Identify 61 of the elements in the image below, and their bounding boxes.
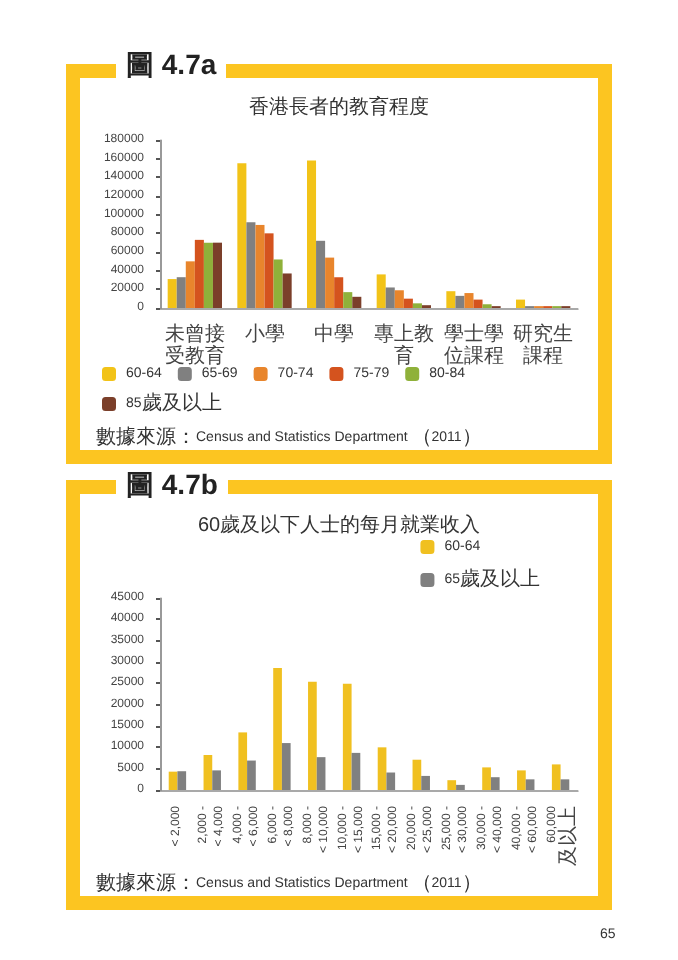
bar <box>403 298 413 308</box>
bar <box>377 747 387 790</box>
bar <box>447 780 457 790</box>
bar <box>177 771 187 790</box>
x-tick-label: 未曾接受教育 <box>164 322 225 368</box>
bar <box>203 242 213 308</box>
bar <box>394 290 404 308</box>
bar <box>316 757 326 790</box>
bar <box>307 160 317 308</box>
bar <box>212 770 221 790</box>
bar <box>246 222 256 308</box>
bar <box>517 770 526 790</box>
bar <box>282 273 292 308</box>
bar <box>385 287 395 308</box>
caption: 圖 4.7a <box>116 48 227 80</box>
bar <box>255 224 265 308</box>
bar <box>316 240 326 308</box>
bar <box>473 299 483 308</box>
bar <box>351 752 361 790</box>
bar <box>482 767 491 790</box>
x-tick-label: 研究生課程 <box>513 322 574 368</box>
bar <box>560 779 570 790</box>
bar <box>194 239 204 308</box>
caption: 圖 4.7b <box>116 468 228 500</box>
bar <box>176 277 186 308</box>
bar <box>281 743 291 790</box>
x-tick-label: 中學 <box>314 322 355 346</box>
bar <box>238 732 248 790</box>
bar <box>525 779 535 790</box>
bar <box>551 764 561 790</box>
chart-title: 60歲及以下人士的每月就業收入 <box>197 513 481 537</box>
bar <box>273 667 282 790</box>
bar <box>464 293 474 308</box>
bar <box>342 683 352 790</box>
x-tick-label: 學士學位課程 <box>443 322 504 368</box>
bar <box>308 681 317 790</box>
bar <box>421 775 430 790</box>
chart-title: 香港長者的教育程度 <box>249 95 429 119</box>
bar <box>412 759 422 790</box>
bar <box>352 296 362 308</box>
bar <box>446 291 456 308</box>
bar <box>203 755 213 790</box>
bar <box>376 274 386 308</box>
x-tick-label: 小學 <box>244 322 285 346</box>
bar <box>386 772 396 790</box>
bar <box>334 277 344 308</box>
bar <box>456 784 465 790</box>
x-tick-label: 專上教育 <box>373 322 434 368</box>
bar <box>490 777 500 790</box>
bar <box>516 299 526 308</box>
bar <box>167 279 177 308</box>
bar <box>237 163 247 308</box>
bar <box>325 257 335 308</box>
bar <box>247 760 256 790</box>
bar <box>212 242 222 308</box>
bar <box>273 259 283 308</box>
bar <box>455 295 465 308</box>
bar <box>343 292 353 308</box>
bar <box>264 233 274 308</box>
bar <box>168 771 178 790</box>
bar <box>185 261 195 308</box>
